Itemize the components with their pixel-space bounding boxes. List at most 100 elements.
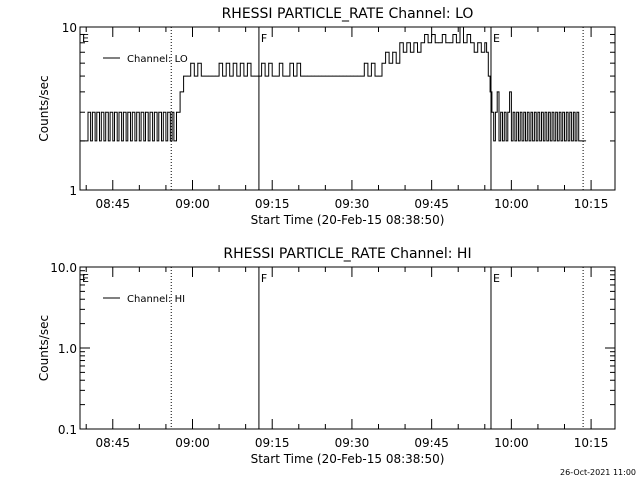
- data-point: [402, 51, 404, 53]
- data-point: [562, 111, 564, 113]
- data-point: [427, 42, 429, 44]
- data-point: [371, 62, 372, 64]
- data-point: [257, 75, 259, 77]
- data-point: [130, 140, 131, 142]
- data-point: [328, 75, 330, 77]
- data-point: [388, 62, 390, 64]
- data-point: [197, 62, 199, 64]
- data-point: [573, 111, 574, 113]
- event-marker-label: E: [82, 32, 89, 45]
- data-point: [487, 75, 489, 77]
- data-point: [317, 75, 319, 77]
- x-tick-label: 08:45: [95, 436, 130, 450]
- data-point: [438, 42, 440, 44]
- data-point: [236, 75, 238, 77]
- data-point: [169, 140, 171, 142]
- data-point: [360, 75, 362, 77]
- data-point: [420, 42, 422, 44]
- x-tick-label: 10:00: [494, 197, 529, 211]
- data-point: [179, 91, 181, 93]
- data-point: [456, 42, 457, 44]
- data-point: [123, 111, 124, 113]
- data-point: [410, 51, 411, 53]
- data-point: [549, 140, 551, 142]
- data-point: [92, 111, 93, 113]
- data-point: [546, 140, 548, 142]
- data-point: [507, 111, 509, 113]
- chart-title: RHESSI PARTICLE_RATE Channel: LO: [222, 6, 474, 22]
- data-point: [424, 34, 425, 35]
- data-point: [140, 111, 142, 113]
- data-point: [417, 51, 418, 53]
- data-point: [215, 75, 216, 77]
- data-point: [87, 111, 89, 113]
- data-point: [466, 34, 468, 35]
- chart-title: RHESSI PARTICLE_RATE Channel: HI: [223, 246, 471, 262]
- data-point: [107, 140, 109, 142]
- data-point: [346, 75, 347, 77]
- data-point: [118, 111, 120, 113]
- data-point: [167, 111, 169, 113]
- data-point: [127, 111, 129, 113]
- data-point: [367, 75, 369, 77]
- data-point: [158, 111, 160, 113]
- data-point: [434, 42, 436, 44]
- data-point: [406, 42, 408, 44]
- x-axis-label: Start Time (20-Feb-15 08:38:50): [251, 452, 445, 466]
- data-point: [85, 140, 87, 142]
- data-point: [307, 75, 308, 77]
- data-point: [539, 140, 541, 142]
- data-point: [247, 62, 248, 64]
- data-point: [103, 140, 105, 142]
- y-tick-label: 0.1: [58, 423, 77, 437]
- x-tick-label: 09:30: [335, 436, 370, 450]
- data-point: [173, 140, 175, 142]
- data-point: [138, 140, 140, 142]
- data-point: [486, 51, 487, 53]
- data-point: [282, 75, 284, 77]
- data-point: [574, 140, 576, 142]
- data-point: [225, 62, 227, 64]
- data-point: [165, 140, 167, 142]
- data-point: [470, 42, 471, 44]
- data-point: [204, 75, 206, 77]
- data-point: [528, 140, 530, 142]
- data-point: [569, 111, 571, 113]
- data-point: [378, 75, 379, 77]
- data-point: [136, 111, 138, 113]
- data-point: [567, 140, 569, 142]
- legend-label: Channel: LO: [127, 54, 188, 65]
- data-point: [229, 75, 231, 77]
- data-point: [505, 140, 507, 142]
- y-tick-label: 10: [62, 21, 77, 35]
- x-tick-label: 09:00: [175, 436, 210, 450]
- data-point: [493, 140, 495, 142]
- data-point: [381, 62, 383, 64]
- x-tick-label: 10:00: [494, 436, 529, 450]
- data-point: [254, 75, 255, 77]
- data-point: [161, 140, 162, 142]
- data-point: [250, 75, 252, 77]
- data-point: [489, 91, 491, 93]
- data-point: [491, 111, 493, 113]
- data-point: [509, 91, 510, 93]
- data-point: [555, 111, 557, 113]
- data-point: [152, 140, 154, 142]
- data-point: [296, 62, 298, 64]
- data-point: [544, 111, 546, 113]
- plot-frame: [79, 266, 616, 430]
- series-line: [80, 26, 586, 142]
- data-point: [399, 42, 401, 44]
- data-point: [325, 75, 326, 77]
- event-marker-label: E: [493, 272, 500, 285]
- data-point: [154, 111, 155, 113]
- data-point: [564, 140, 565, 142]
- data-point: [477, 42, 479, 44]
- data-point: [431, 34, 432, 35]
- data-point: [512, 111, 514, 113]
- timestamp-stamp: 26-Oct-2021 11:00: [560, 468, 636, 477]
- data-point: [218, 62, 220, 64]
- data-point: [392, 51, 394, 53]
- event-marker-label: E: [82, 272, 89, 285]
- data-point: [585, 140, 587, 142]
